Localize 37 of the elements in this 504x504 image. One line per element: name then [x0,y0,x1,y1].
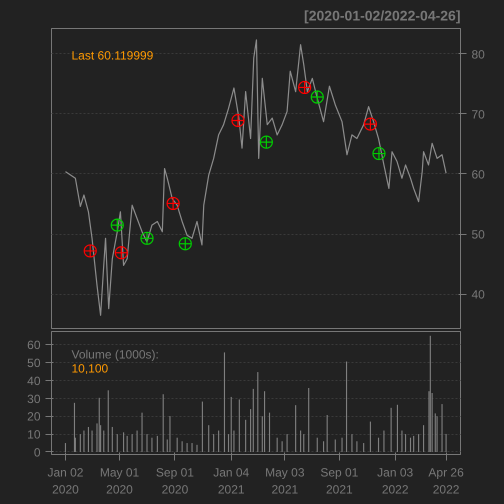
line-series [64,39,447,316]
y-tick-label: 0 [34,445,41,460]
y-tick-label: 40 [472,288,486,302]
y-tick-label: 70 [472,107,486,122]
x-tick-label: Jan 03 2022 [377,466,414,496]
point [310,90,324,104]
y-tick-label: 50 [27,356,41,370]
point [364,117,378,131]
y-tick-label: 30 [27,392,41,406]
point [231,114,245,128]
y-tick-label: 60 [27,338,41,352]
y-tick-label: 80 [472,47,486,62]
x-tick-label: May 03 2021 [265,466,305,496]
point [166,196,180,210]
x-tick-label: May 01 2020 [100,466,140,496]
point [178,237,192,250]
annotation: Last 60.119999 [72,48,154,62]
x-tick-label: Sep 01 2021 [320,466,359,496]
point [372,146,386,160]
annotation: 10,100 [72,362,109,376]
y-tick-label: 40 [27,374,41,388]
y-tick-label: 10 [27,428,41,442]
x-tick-label: Apr 26 2022 [428,466,464,496]
chart-title: [2020-01-02/2022-04-26] [304,8,461,24]
y-tick-label: 60 [472,167,486,182]
x-tick-label: Sep 01 2020 [156,466,194,496]
point [114,246,128,260]
point [298,80,312,94]
x-tick-label: Jan 02 2020 [47,466,84,496]
x-tick-label: Jan 04 2021 [213,466,250,496]
point [260,136,273,149]
point [140,232,154,245]
point [84,244,97,258]
point [110,218,124,232]
y-tick-label: 20 [27,410,41,424]
annotation: Volume (1000s): [72,348,159,362]
y-tick-label: 50 [472,228,486,242]
